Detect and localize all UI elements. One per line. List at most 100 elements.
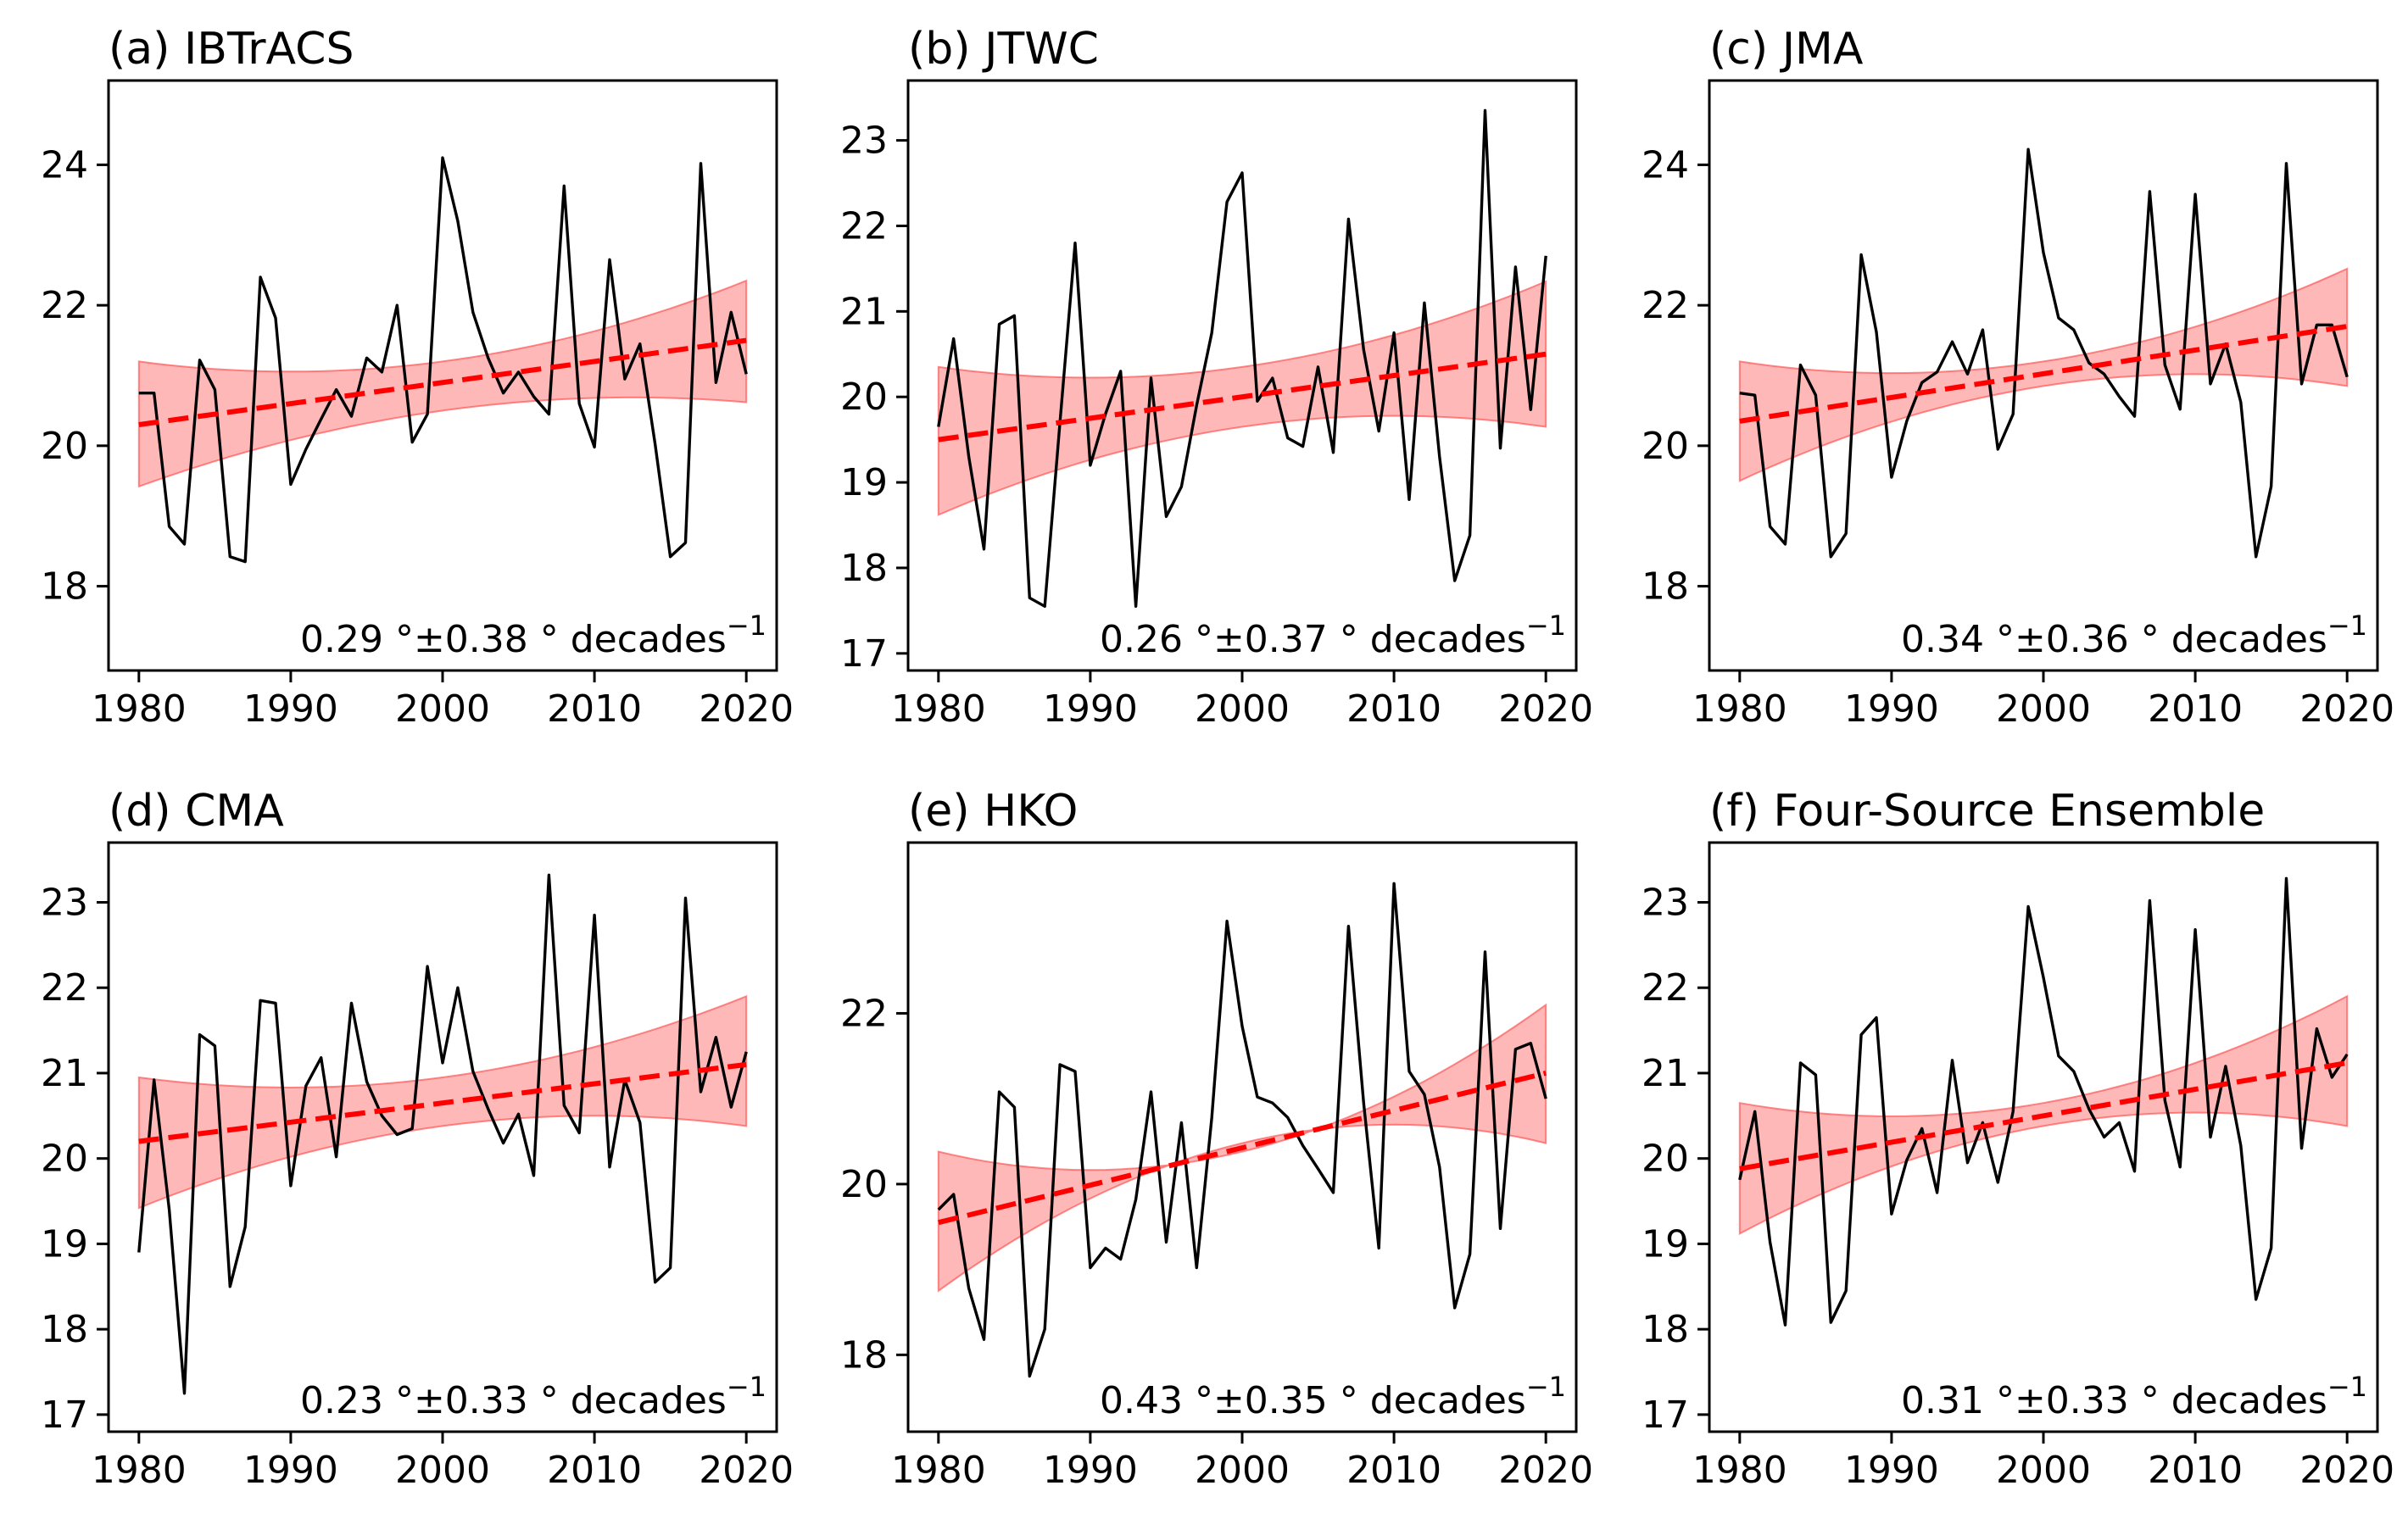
data-series-line-e	[937, 882, 1547, 1378]
trend-annotation-f: 0.31 °±0.33 ° decades−1	[1901, 1371, 2367, 1422]
x-tick-label-a-1990: 1990	[243, 687, 338, 731]
y-tick-label-f-21: 21	[1642, 1052, 1689, 1095]
panel-e: (e) HKO 1980 1990 2000 2010 2020 18 20 22 0.43 °±…	[840, 786, 1593, 1492]
x-tick-label-e-2000: 2000	[1195, 1449, 1290, 1492]
y-tick-label-b-23: 23	[840, 120, 888, 163]
trend-line-d	[138, 1061, 747, 1144]
trend-annotation-text-f: 0.31 °±0.33 ° decades	[1901, 1379, 2327, 1422]
trend-line-c	[1739, 324, 2348, 424]
panel-b: (b) JTWC 1980 1990 2000 2010 2020 17 18 19 20 21 22…	[840, 24, 1593, 731]
panel-f: (f) Four-Source Ensemble 1980 1990 2000 2010…	[1642, 786, 2394, 1492]
x-tick-label-b-2010: 2010	[1346, 687, 1441, 731]
trend-annotation-c: 0.34 °±0.36 ° decades−1	[1901, 609, 2367, 661]
panel-title-c: (c) JMA	[1709, 24, 1864, 75]
y-tick-label-d-21: 21	[41, 1052, 88, 1095]
data-series-line-f	[1738, 876, 2349, 1327]
y-tick-label-a-24: 24	[41, 143, 88, 186]
x-tick-label-b-2000: 2000	[1195, 687, 1290, 731]
trend-line-a	[138, 337, 747, 427]
y-tick-label-f-18: 18	[1642, 1308, 1689, 1351]
panel-title-e: (e) HKO	[908, 786, 1078, 837]
data-series-line-c	[1739, 147, 2349, 559]
y-tick-label-f-17: 17	[1642, 1394, 1689, 1437]
x-tick-label-c-2020: 2020	[2299, 687, 2394, 731]
y-tick-label-e-22: 22	[840, 992, 888, 1035]
x-tick-label-f-2010: 2010	[2148, 1449, 2243, 1492]
y-tick-label-b-19: 19	[840, 461, 888, 504]
trend-annotation-exponent-d: −1	[727, 1371, 766, 1403]
trend-line-b	[938, 351, 1547, 442]
x-tick-label-f-2020: 2020	[2299, 1449, 2394, 1492]
data-series-line-b	[937, 108, 1547, 608]
trend-annotation-exponent-b: −1	[1526, 609, 1566, 642]
data-series-line-d	[137, 873, 748, 1395]
x-tick-label-e-2010: 2010	[1346, 1449, 1441, 1492]
y-tick-label-c-22: 22	[1642, 284, 1689, 327]
trend-line-e	[938, 1071, 1547, 1226]
x-tick-label-d-1980: 1980	[92, 1449, 187, 1492]
y-tick-label-c-18: 18	[1642, 565, 1689, 609]
trend-annotation-text-b: 0.26 °±0.37 ° decades	[1100, 618, 1526, 661]
trend-annotation-b: 0.26 °±0.37 ° decades−1	[1100, 609, 1566, 661]
x-tick-label-e-1990: 1990	[1043, 1449, 1138, 1492]
x-tick-label-c-2000: 2000	[1996, 687, 2091, 731]
trend-annotation-d: 0.23 °±0.33 ° decades−1	[300, 1371, 766, 1422]
y-tick-label-a-18: 18	[41, 565, 88, 609]
trend-annotation-text-e: 0.43 °±0.35 ° decades	[1100, 1379, 1526, 1422]
y-tick-label-f-19: 19	[1642, 1222, 1689, 1266]
x-tick-label-d-2020: 2020	[699, 1449, 794, 1492]
x-tick-label-a-2020: 2020	[699, 687, 794, 731]
y-tick-label-b-20: 20	[840, 376, 888, 419]
data-series-line-a	[138, 156, 748, 564]
trend-line-f	[1739, 1060, 2348, 1171]
trend-annotation-exponent-e: −1	[1526, 1371, 1566, 1403]
x-tick-label-c-2010: 2010	[2148, 687, 2243, 731]
panel-title-a: (a) IBTrACS	[109, 24, 354, 75]
trend-annotation-exponent-c: −1	[2327, 609, 2367, 642]
panel-a: (a) IBTrACS 1980 1990 2000 2010 2020 18 20 22 24 0…	[41, 24, 794, 731]
y-tick-label-d-22: 22	[41, 966, 88, 1010]
y-tick-label-d-23: 23	[41, 882, 88, 925]
x-tick-label-f-1990: 1990	[1844, 1449, 1939, 1492]
y-tick-label-b-22: 22	[840, 204, 888, 248]
y-tick-label-f-20: 20	[1642, 1138, 1689, 1181]
y-tick-label-d-19: 19	[41, 1222, 88, 1266]
panel-d: (d) CMA 1980 1990 2000 2010 2020 17 18 19 20 21 22 2…	[41, 786, 794, 1492]
trend-annotation-text-c: 0.34 °±0.36 ° decades	[1901, 618, 2327, 661]
y-tick-label-e-18: 18	[840, 1333, 888, 1377]
y-tick-label-a-22: 22	[41, 284, 88, 327]
trend-annotation-text-a: 0.29 °±0.38 ° decades	[300, 618, 727, 661]
y-tick-label-f-23: 23	[1642, 882, 1689, 925]
x-tick-label-b-1990: 1990	[1043, 687, 1138, 731]
panel-title-d: (d) CMA	[109, 786, 284, 837]
x-tick-label-d-2000: 2000	[395, 1449, 490, 1492]
trend-annotation-exponent-f: −1	[2327, 1371, 2367, 1403]
y-tick-label-e-20: 20	[840, 1163, 888, 1206]
trend-annotation-a: 0.29 °±0.38 ° decades−1	[300, 609, 766, 661]
y-tick-label-d-18: 18	[41, 1308, 88, 1351]
y-tick-label-b-18: 18	[840, 547, 888, 590]
y-tick-label-f-22: 22	[1642, 966, 1689, 1010]
x-tick-label-c-1990: 1990	[1844, 687, 1939, 731]
x-tick-label-e-1980: 1980	[891, 1449, 986, 1492]
y-tick-label-c-24: 24	[1642, 143, 1689, 186]
y-tick-label-a-20: 20	[41, 425, 88, 468]
trend-annotation-exponent-a: −1	[727, 609, 766, 642]
trend-annotation-e: 0.43 °±0.35 ° decades−1	[1100, 1371, 1566, 1422]
x-tick-label-a-2010: 2010	[547, 687, 642, 731]
x-tick-label-a-2000: 2000	[395, 687, 490, 731]
x-tick-label-f-2000: 2000	[1996, 1449, 2091, 1492]
x-tick-label-e-2020: 2020	[1498, 1449, 1593, 1492]
x-tick-label-a-1980: 1980	[92, 687, 187, 731]
x-tick-label-b-2020: 2020	[1498, 687, 1593, 731]
x-tick-label-d-1990: 1990	[243, 1449, 338, 1492]
y-tick-label-d-20: 20	[41, 1138, 88, 1181]
y-tick-label-d-17: 17	[41, 1394, 88, 1437]
panel-c: (c) JMA 1980 1990 2000 2010 2020 18 20 22 24 0.34 …	[1642, 24, 2394, 731]
panel-title-b: (b) JTWC	[908, 24, 1099, 75]
x-tick-label-b-1980: 1980	[891, 687, 986, 731]
trend-annotation-text-d: 0.23 °±0.33 ° decades	[300, 1379, 727, 1422]
panel-title-f: (f) Four-Source Ensemble	[1709, 786, 2265, 837]
x-tick-label-c-1980: 1980	[1692, 687, 1787, 731]
